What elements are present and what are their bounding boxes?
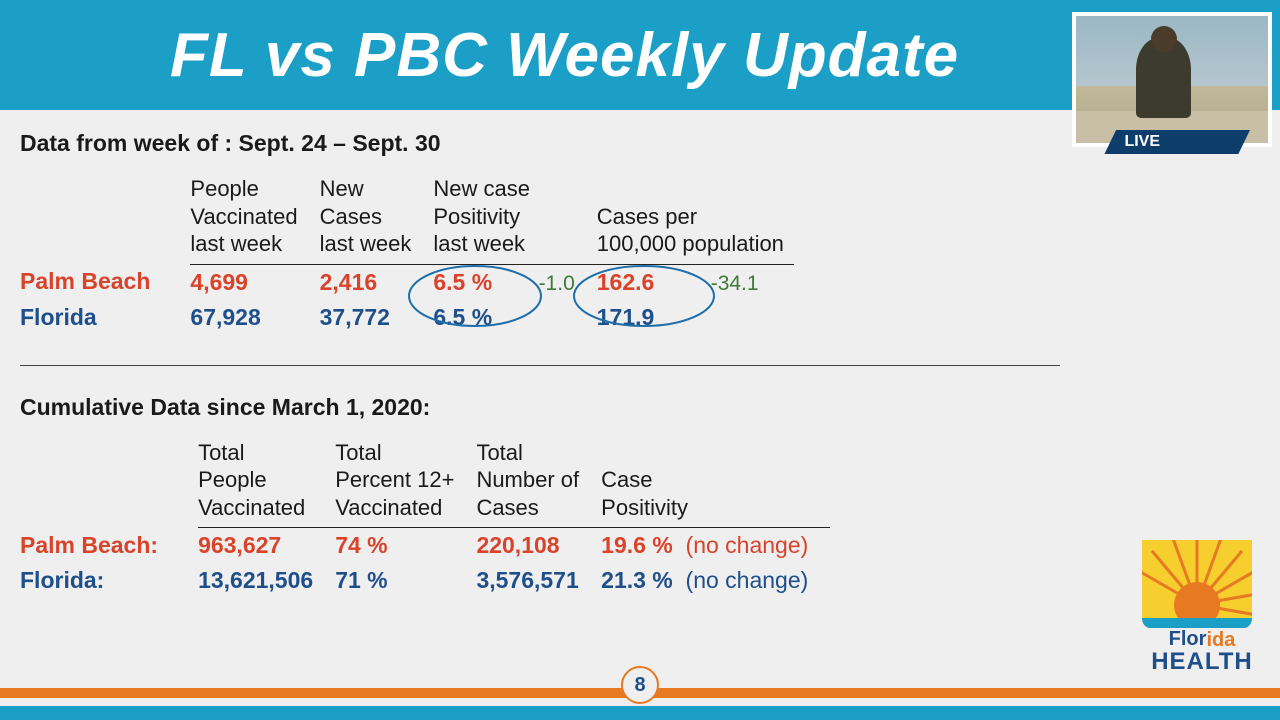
- footer: 8: [0, 666, 1280, 720]
- wave-icon: [1142, 618, 1252, 628]
- col-casesper: Cases per100,000 population: [597, 175, 794, 264]
- fl-note: (no change): [686, 567, 809, 593]
- footer-teal-bar: [0, 706, 1280, 720]
- page-number: 8: [621, 666, 659, 704]
- pbc-totalcases: 220,108: [476, 528, 601, 564]
- pbc-vaccinated: 4,699: [190, 264, 319, 300]
- pbc-positivity: 6.5 %: [433, 269, 492, 295]
- fl-vaccinated: 67,928: [190, 300, 319, 335]
- table-header-row: TotalPeopleVaccinated TotalPercent 12+Va…: [20, 439, 830, 528]
- logo-text-florida: Florida: [1142, 630, 1262, 648]
- pbc-label: Palm Beach:: [20, 528, 198, 564]
- col-pct12: TotalPercent 12+Vaccinated: [335, 439, 476, 528]
- table-header-row: PeopleVaccinatedlast week NewCaseslast w…: [20, 175, 794, 264]
- weekly-table: PeopleVaccinatedlast week NewCaseslast w…: [20, 175, 794, 335]
- col-positivity: New casePositivitylast week: [433, 175, 596, 264]
- fl-newcases: 37,772: [320, 300, 434, 335]
- pbc-pct12: 74 %: [335, 528, 476, 564]
- fl-label: Florida:: [20, 563, 198, 598]
- fl-positivity: 6.5 %: [433, 300, 596, 335]
- pip-head: [1151, 26, 1177, 52]
- pbc-label: Palm Beach: [20, 264, 190, 300]
- fl-casesper: 171.9: [597, 300, 794, 335]
- fl-totalcases: 3,576,571: [476, 563, 601, 598]
- fl-casepos: 21.3 %: [601, 567, 673, 593]
- table-row-pbc: Palm Beach: 963,627 74 % 220,108 19.6 % …: [20, 528, 830, 564]
- table-row-fl: Florida 67,928 37,772 6.5 % 171.9: [20, 300, 794, 335]
- table-row-fl: Florida: 13,621,506 71 % 3,576,571 21.3 …: [20, 563, 830, 598]
- pbc-newcases: 2,416: [320, 264, 434, 300]
- delta-positivity: -1.0: [499, 272, 575, 295]
- florida-health-logo: Florida HEALTH: [1142, 540, 1262, 660]
- fl-label: Florida: [20, 300, 190, 335]
- cumulative-table: TotalPeopleVaccinated TotalPercent 12+Va…: [20, 439, 830, 599]
- pbc-note: (no change): [686, 532, 809, 558]
- weekly-label: Data from week of : Sept. 24 – Sept. 30: [20, 130, 1260, 157]
- circled-positivity: 6.5 %: [433, 269, 492, 296]
- delta-casesper: -34.1: [661, 272, 759, 295]
- fl-totalvacc: 13,621,506: [198, 563, 335, 598]
- pbc-casepos: 19.6 %: [601, 532, 673, 558]
- cumulative-label: Cumulative Data since March 1, 2020:: [20, 394, 1260, 421]
- section-divider: [20, 365, 1060, 366]
- video-pip: [1072, 12, 1272, 147]
- sun-icon: [1142, 540, 1252, 618]
- pbc-totalvacc: 963,627: [198, 528, 335, 564]
- col-vaccinated: PeopleVaccinatedlast week: [190, 175, 319, 264]
- col-newcases: NewCaseslast week: [320, 175, 434, 264]
- content-area: Data from week of : Sept. 24 – Sept. 30 …: [20, 130, 1260, 598]
- circled-casesper: 162.6: [597, 269, 655, 296]
- col-casepos: CasePositivity: [601, 439, 830, 528]
- table-row-pbc: Palm Beach 4,699 2,416 6.5 % -1.0: [20, 264, 794, 300]
- slide: FL vs PBC Weekly Update LIVE Data from w…: [0, 0, 1280, 720]
- pbc-casesper: 162.6: [597, 269, 655, 295]
- page-title: FL vs PBC Weekly Update: [170, 20, 959, 91]
- col-totalvacc: TotalPeopleVaccinated: [198, 439, 335, 528]
- col-totalcases: TotalNumber ofCases: [476, 439, 601, 528]
- fl-pct12: 71 %: [335, 563, 476, 598]
